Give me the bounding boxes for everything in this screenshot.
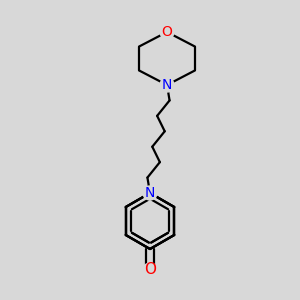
Text: O: O (144, 262, 156, 278)
Circle shape (160, 78, 174, 92)
Text: N: N (162, 78, 172, 92)
Text: N: N (145, 186, 155, 200)
Circle shape (143, 263, 157, 277)
Circle shape (160, 25, 174, 39)
Circle shape (143, 186, 157, 200)
Text: O: O (162, 25, 172, 39)
